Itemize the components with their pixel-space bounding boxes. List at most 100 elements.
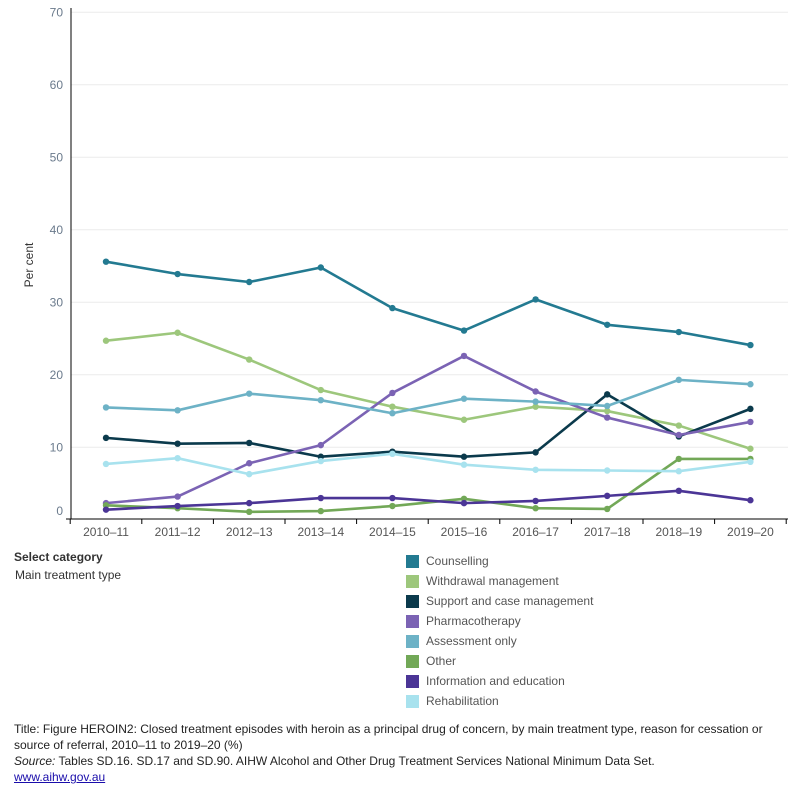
series-line-withdrawal-management [105, 331, 751, 450]
gridlines [71, 11, 788, 448]
x-tick-label: 2017–18 [584, 525, 631, 539]
data-point [174, 270, 181, 278]
y-tick-label: 70 [50, 5, 64, 19]
data-point [460, 416, 468, 423]
series-withdrawal-management [102, 329, 754, 452]
legend-label: Pharmacotherapy [426, 614, 521, 628]
data-point [102, 506, 110, 513]
series-line-information-and-education [105, 489, 751, 511]
series-line-pharmacotherapy [105, 354, 751, 505]
data-point [174, 502, 181, 510]
legend-swatch [406, 554, 419, 568]
data-point [604, 407, 611, 415]
series-line-support-and-case-management [105, 393, 751, 459]
series-line-rehabilitation [105, 452, 751, 476]
legend-swatch [406, 574, 419, 588]
y-tick-labels: 0 10 20 30 40 50 60 70 [50, 5, 64, 518]
legend-item[interactable]: Information and education [406, 671, 593, 691]
data-point [174, 454, 181, 462]
series-counselling [102, 258, 754, 349]
legend-label: Rehabilitation [426, 694, 499, 708]
data-point [747, 418, 754, 426]
data-point [675, 468, 682, 475]
data-point [675, 422, 682, 429]
legend-item[interactable]: Pharmacotherapy [406, 611, 593, 631]
data-point [460, 327, 468, 334]
legend-label: Counselling [426, 554, 489, 568]
data-point [174, 329, 181, 336]
data-point [604, 391, 611, 398]
legend-label: Other [426, 654, 457, 668]
y-tick-label: 50 [50, 150, 64, 164]
x-tick-label: 2011–12 [155, 525, 201, 539]
data-point [532, 403, 539, 410]
filter-select[interactable]: Main treatment type [15, 568, 122, 582]
footer: Title: Figure HEROIN2: Closed treatment … [14, 721, 784, 785]
legend-item[interactable]: Support and case management [406, 591, 593, 611]
legend-item[interactable]: Rehabilitation [406, 691, 593, 711]
data-point [102, 337, 110, 344]
data-point [604, 492, 611, 500]
data-point [604, 402, 611, 410]
data-point [604, 505, 611, 513]
data-point [246, 356, 253, 363]
data-point [460, 461, 468, 468]
data-point [675, 487, 682, 494]
legend-item[interactable]: Assessment only [406, 631, 593, 651]
data-point [532, 505, 539, 512]
source-label: Source: [14, 754, 56, 768]
legend-swatch [406, 614, 419, 628]
data-point [246, 390, 253, 397]
data-point [460, 395, 468, 402]
y-tick-label: 20 [50, 368, 64, 382]
data-point [460, 499, 468, 507]
data-point [246, 278, 253, 286]
data-point [389, 450, 396, 458]
data-point [317, 386, 324, 394]
x-tick-label: 2016–17 [512, 525, 559, 539]
data-point [604, 321, 611, 328]
data-point [174, 493, 181, 500]
series-line-other [105, 457, 751, 514]
data-point [174, 407, 181, 414]
data-point [246, 499, 253, 507]
data-point [532, 466, 539, 473]
series-line-assessment-only [105, 378, 751, 415]
data-point [675, 431, 682, 439]
data-point [389, 403, 396, 410]
data-point [747, 341, 754, 349]
data-point [102, 404, 110, 411]
x-tick-label: 2019–20 [727, 525, 774, 539]
data-point [460, 352, 468, 360]
x-tick-label: 2012–13 [226, 525, 273, 539]
legend-label: Assessment only [426, 634, 517, 648]
y-tick-label: 40 [50, 223, 64, 237]
figure-title: Title: Figure HEROIN2: Closed treatment … [14, 722, 763, 752]
data-point [317, 396, 324, 404]
data-point [317, 441, 324, 449]
data-point [747, 405, 754, 413]
series-assessment-only [102, 376, 754, 417]
legend-swatch [406, 634, 419, 648]
data-point [246, 508, 253, 516]
aihw-link[interactable]: www.aihw.gov.au [14, 770, 106, 784]
filter-label: Select category [14, 550, 103, 564]
data-point [317, 507, 324, 515]
data-point [604, 414, 611, 421]
x-tick-label: 2018–19 [655, 525, 702, 539]
legend: Counselling Withdrawal management Support … [406, 551, 593, 711]
data-point [389, 389, 396, 397]
source-text: Tables SD.16. SD.17 and SD.90. AIHW Alco… [55, 754, 655, 768]
axes [66, 8, 788, 524]
data-point [532, 449, 539, 456]
y-tick-label: 0 [56, 504, 63, 518]
legend-item[interactable]: Withdrawal management [406, 571, 593, 591]
legend-item[interactable]: Other [406, 651, 593, 671]
data-point [102, 258, 110, 265]
data-point [532, 296, 539, 303]
legend-item[interactable]: Counselling [406, 551, 593, 571]
data-point [317, 494, 324, 502]
series-pharmacotherapy [102, 352, 754, 507]
data-point [532, 388, 539, 395]
